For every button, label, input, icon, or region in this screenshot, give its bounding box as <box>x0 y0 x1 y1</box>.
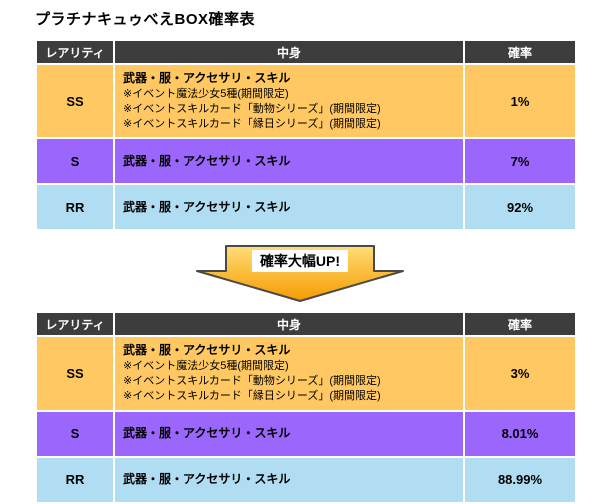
header-rarity: レアリティ <box>35 311 115 338</box>
table-header-row: レアリティ 中身 確率 <box>35 311 577 338</box>
rate-up-arrow-graphic: 確率大幅UP! <box>195 245 405 303</box>
table-row-rr: RR 武器・服・アクセサリ・スキル 88.99% <box>35 455 577 504</box>
rarity-cell: S <box>35 409 115 458</box>
contents-note: ※イベントスキルカード「動物シリーズ」(期間限定) <box>123 375 381 388</box>
header-rate: 確率 <box>463 311 577 338</box>
rate-table-before: レアリティ 中身 確率 SS 武器・服・アクセサリ・スキル ※イベント魔法少女5… <box>35 39 577 232</box>
table-row-s: S 武器・服・アクセサリ・スキル 8.01% <box>35 409 577 458</box>
table-row-ss: SS 武器・服・アクセサリ・スキル ※イベント魔法少女5種(期間限定) ※イベン… <box>35 335 577 412</box>
contents-cell: 武器・服・アクセサリ・スキル ※イベント魔法少女5種(期間限定) ※イベントスキ… <box>113 62 465 140</box>
contents-cell: 武器・服・アクセサリ・スキル <box>113 409 465 458</box>
contents-main-line: 武器・服・アクセサリ・スキル <box>123 472 291 487</box>
contents-note: ※イベント魔法少女5種(期間限定) <box>123 360 289 373</box>
rate-cell: 8.01% <box>463 409 577 458</box>
header-rarity: レアリティ <box>35 39 115 65</box>
contents-note: ※イベントスキルカード「縁日シリーズ」(期間限定) <box>123 390 381 403</box>
rarity-cell: RR <box>35 455 115 504</box>
contents-note: ※イベントスキルカード「動物シリーズ」(期間限定) <box>123 102 381 115</box>
contents-cell: 武器・服・アクセサリ・スキル <box>113 137 465 186</box>
contents-cell: 武器・服・アクセサリ・スキル <box>113 183 465 232</box>
rarity-cell: RR <box>35 183 115 232</box>
table-row-rr: RR 武器・服・アクセサリ・スキル 92% <box>35 183 577 232</box>
contents-note: ※イベントスキルカード「縁日シリーズ」(期間限定) <box>123 118 381 131</box>
table-row-ss: SS 武器・服・アクセサリ・スキル ※イベント魔法少女5種(期間限定) ※イベン… <box>35 62 577 140</box>
down-arrow-icon <box>196 245 404 303</box>
header-contents: 中身 <box>113 311 465 338</box>
contents-main-line: 武器・服・アクセサリ・スキル <box>123 343 291 358</box>
rate-cell: 92% <box>463 183 577 232</box>
arrow-label: 確率大幅UP! <box>251 250 349 273</box>
rate-cell: 7% <box>463 137 577 186</box>
rarity-cell: SS <box>35 62 115 140</box>
page-title: プラチナキュゥべえBOX確率表 <box>35 11 256 28</box>
contents-main-line: 武器・服・アクセサリ・スキル <box>123 153 291 168</box>
header-rate: 確率 <box>463 39 577 65</box>
contents-note: ※イベント魔法少女5種(期間限定) <box>123 87 289 100</box>
rate-cell: 3% <box>463 335 577 412</box>
header-contents: 中身 <box>113 39 465 65</box>
table-row-s: S 武器・服・アクセサリ・スキル 7% <box>35 137 577 186</box>
rarity-cell: S <box>35 137 115 186</box>
contents-main-line: 武器・服・アクセサリ・スキル <box>123 426 291 441</box>
contents-main-line: 武器・服・アクセサリ・スキル <box>123 199 291 214</box>
rate-cell: 1% <box>463 62 577 140</box>
table-header-row: レアリティ 中身 確率 <box>35 39 577 65</box>
contents-cell: 武器・服・アクセサリ・スキル ※イベント魔法少女5種(期間限定) ※イベントスキ… <box>113 335 465 412</box>
rarity-cell: SS <box>35 335 115 412</box>
rate-table-after: レアリティ 中身 確率 SS 武器・服・アクセサリ・スキル ※イベント魔法少女5… <box>35 311 577 504</box>
contents-main-line: 武器・服・アクセサリ・スキル <box>123 71 291 85</box>
